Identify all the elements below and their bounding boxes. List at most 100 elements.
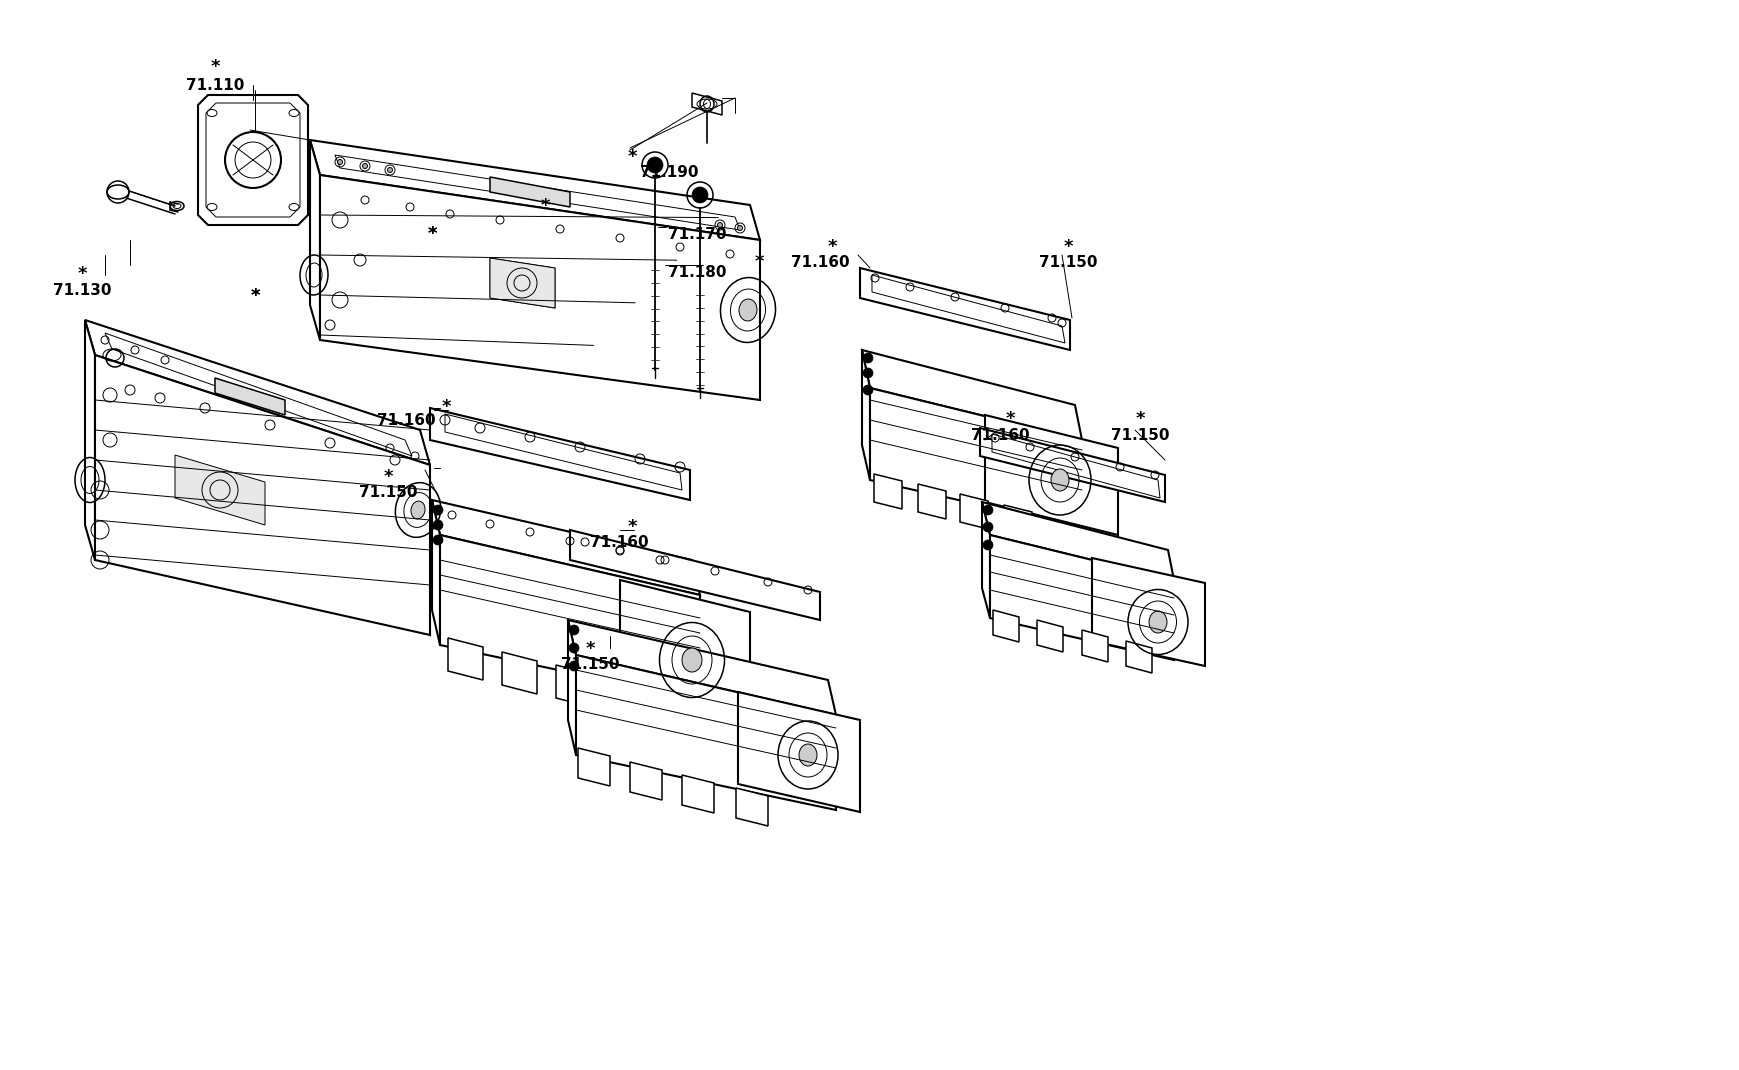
Polygon shape [861, 350, 1082, 440]
Polygon shape [984, 415, 1118, 535]
Polygon shape [918, 484, 946, 519]
Polygon shape [556, 664, 591, 707]
Polygon shape [198, 95, 308, 225]
Ellipse shape [1148, 611, 1167, 633]
Polygon shape [85, 320, 96, 560]
Text: *: * [626, 518, 636, 536]
Polygon shape [310, 140, 320, 340]
Polygon shape [736, 788, 767, 826]
Text: 71.110: 71.110 [186, 78, 243, 93]
Circle shape [106, 181, 129, 203]
Text: *: * [1134, 410, 1144, 428]
Polygon shape [692, 93, 722, 114]
Polygon shape [861, 350, 870, 480]
Text: 71.150: 71.150 [1038, 255, 1097, 270]
Circle shape [433, 520, 443, 530]
Text: *: * [442, 398, 450, 416]
Polygon shape [979, 428, 1165, 502]
Text: 71.160: 71.160 [970, 428, 1029, 443]
Polygon shape [682, 775, 713, 813]
Polygon shape [430, 408, 690, 500]
Ellipse shape [682, 648, 701, 672]
Circle shape [362, 164, 367, 168]
Polygon shape [216, 378, 285, 415]
Polygon shape [1003, 505, 1031, 540]
Polygon shape [576, 655, 835, 810]
Polygon shape [320, 175, 760, 400]
Polygon shape [503, 652, 537, 694]
Text: 71.130: 71.130 [52, 282, 111, 299]
Polygon shape [873, 474, 901, 509]
Polygon shape [490, 258, 555, 308]
Polygon shape [630, 762, 661, 800]
Polygon shape [612, 678, 647, 720]
Polygon shape [567, 620, 576, 755]
Circle shape [737, 226, 743, 230]
Polygon shape [989, 535, 1174, 660]
Polygon shape [96, 355, 430, 635]
Polygon shape [176, 455, 264, 525]
Circle shape [983, 505, 993, 515]
Circle shape [863, 353, 873, 363]
Text: *: * [250, 287, 259, 305]
Polygon shape [570, 530, 819, 620]
Ellipse shape [410, 501, 424, 519]
Text: *: * [383, 468, 393, 486]
Circle shape [569, 625, 579, 635]
Circle shape [863, 385, 873, 395]
Polygon shape [870, 388, 1082, 528]
Circle shape [647, 157, 663, 173]
Text: *: * [210, 58, 219, 76]
Text: 71.150: 71.150 [358, 485, 417, 500]
Polygon shape [1125, 641, 1151, 673]
Text: 71.160: 71.160 [377, 413, 436, 428]
Circle shape [983, 522, 993, 532]
Polygon shape [1036, 620, 1063, 652]
Circle shape [569, 643, 579, 653]
Polygon shape [1082, 630, 1108, 662]
Text: *: * [77, 265, 87, 282]
Text: *: * [826, 238, 836, 256]
Circle shape [569, 661, 579, 671]
Circle shape [863, 368, 873, 378]
Polygon shape [205, 103, 299, 217]
Polygon shape [431, 500, 440, 645]
Polygon shape [440, 535, 699, 700]
Text: *: * [584, 640, 595, 658]
Circle shape [337, 159, 343, 165]
Polygon shape [960, 494, 988, 529]
Text: 71.150: 71.150 [560, 657, 619, 672]
Circle shape [388, 168, 393, 172]
Polygon shape [859, 268, 1069, 350]
Polygon shape [993, 610, 1019, 642]
Text: *: * [628, 148, 636, 166]
Polygon shape [577, 748, 610, 786]
Ellipse shape [739, 299, 756, 321]
Circle shape [692, 187, 708, 203]
Polygon shape [431, 500, 699, 595]
Text: *: * [1005, 410, 1014, 428]
Polygon shape [310, 140, 760, 240]
Polygon shape [567, 620, 835, 715]
Text: 71.160: 71.160 [590, 535, 649, 550]
Polygon shape [619, 580, 750, 715]
Text: *: * [250, 287, 259, 305]
Text: *: * [1063, 238, 1073, 256]
Polygon shape [1092, 557, 1205, 666]
Circle shape [716, 223, 722, 228]
Polygon shape [447, 638, 483, 681]
Ellipse shape [798, 744, 817, 766]
Circle shape [433, 535, 443, 545]
Polygon shape [981, 502, 989, 618]
Polygon shape [737, 692, 859, 812]
Circle shape [433, 505, 443, 515]
Circle shape [983, 540, 993, 550]
Text: *: * [755, 253, 763, 271]
Text: 71.180: 71.180 [668, 265, 727, 280]
Text: *: * [539, 197, 550, 215]
Polygon shape [85, 320, 430, 465]
Polygon shape [981, 502, 1174, 580]
Text: *: * [428, 225, 436, 243]
Polygon shape [490, 177, 570, 207]
Ellipse shape [1050, 469, 1068, 491]
